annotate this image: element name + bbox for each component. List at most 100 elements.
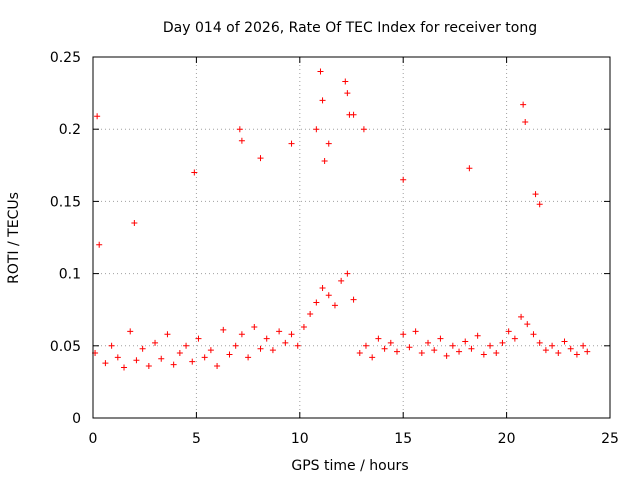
data-point [360,126,367,133]
data-point [226,351,233,358]
data-point [133,357,140,364]
data-point [532,191,539,198]
data-point [313,299,320,306]
data-point [584,348,591,355]
data-point [580,342,587,349]
data-point [338,277,345,284]
data-point [555,350,562,357]
x-tick-label: 5 [192,431,201,447]
data-point [493,350,500,357]
y-tick-label: 0.25 [50,50,81,66]
data-point [344,90,351,97]
data-point [505,328,512,335]
x-tick-label: 10 [291,431,309,447]
data-point [520,101,527,108]
data-point [350,111,357,118]
data-point [522,118,529,125]
data-point [375,335,382,342]
data-point [499,339,506,346]
data-point [400,176,407,183]
data-point [195,335,202,342]
data-point [189,358,196,365]
data-point [158,355,165,362]
data-point [400,331,407,338]
data-point [121,364,128,371]
y-tick-label: 0.15 [50,194,81,210]
data-point [152,339,159,346]
axis-ticks: 0 5 10 15 20 25 0 0.05 0.1 0.15 0.2 0.25 [50,50,619,447]
data-point [288,331,295,338]
data-point [238,331,245,338]
data-point [319,285,326,292]
data-point [145,363,152,370]
data-point [331,302,338,309]
data-point [406,344,413,351]
y-axis-label: ROTI / TECUs [6,192,22,284]
data-point [139,345,146,352]
data-point [269,347,276,354]
data-point [325,292,332,299]
data-point [474,332,481,339]
data-point [282,339,289,346]
data-point [573,351,580,358]
x-tick-label: 0 [89,431,98,447]
data-point [536,339,543,346]
data-point [456,348,463,355]
data-point [317,68,324,75]
data-point [183,342,190,349]
data-point [393,348,400,355]
chart-title: Day 014 of 2026, Rate Of TEC Index for r… [163,20,537,36]
data-point [518,313,525,320]
data-point [561,338,568,345]
data-point [325,140,332,147]
data-point [356,350,363,357]
data-point [567,345,574,352]
data-point [294,342,301,349]
data-point [487,342,494,349]
data-point [437,335,444,342]
data-point [131,220,138,227]
data-point [466,165,473,172]
x-tick-label: 20 [498,431,516,447]
data-point [96,241,103,248]
data-point [127,328,134,335]
data-point [288,140,295,147]
x-tick-label: 25 [601,431,619,447]
data-point [245,354,252,361]
data-point [94,113,101,120]
data-point [176,350,183,357]
x-tick-label: 15 [394,431,412,447]
data-point [307,311,314,318]
data-point [300,324,307,331]
y-tick-label: 0.05 [50,339,81,355]
y-tick-label: 0.2 [59,122,81,138]
data-point [344,270,351,277]
data-point [191,169,198,176]
data-point [108,342,115,349]
data-point [321,157,328,164]
data-point [164,331,171,338]
data-points [92,68,591,371]
data-point [114,354,121,361]
data-point [524,321,531,328]
data-point [511,335,518,342]
data-point [425,339,432,346]
data-point [468,345,475,352]
data-point [220,326,227,333]
data-point [251,324,258,331]
data-point [102,360,109,367]
data-point [536,201,543,208]
data-point [542,347,549,354]
data-point [530,331,537,338]
data-point [257,155,264,162]
data-point [369,354,376,361]
data-point [387,339,394,346]
data-point [412,328,419,335]
data-point [238,137,245,144]
data-point [549,342,556,349]
data-point [214,363,221,370]
data-point [319,97,326,104]
data-point [480,351,487,358]
data-point [381,345,388,352]
y-tick-label: 0 [72,411,81,427]
